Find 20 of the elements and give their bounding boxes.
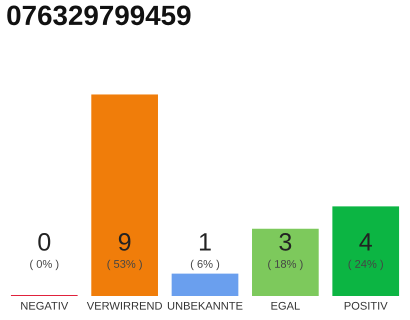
data-label: 9 [118,233,130,251]
annotation: ( 18% ) [268,260,303,270]
data-label: 0 [38,233,50,251]
x-tick-label: NEGATIV [21,302,68,310]
annotation: ( 24% ) [348,260,383,270]
chart-title: 076329799459 [7,6,191,26]
bar [172,274,238,296]
x-tick-label: POSITIV [344,302,388,310]
x-tick-label: UNBEKANNTE [168,302,242,310]
bar [252,228,319,296]
data-label: 1 [200,233,211,250]
data-label: 3 [279,233,292,251]
annotation: ( 53% ) [107,260,142,270]
bar [332,206,400,296]
x-tick-label: VERWIRREND [86,302,162,310]
x-tick-label: EGAL [271,302,300,310]
annotation: ( 0% ) [30,260,58,270]
data-label: 4 [359,233,372,250]
annotation: ( 6% ) [190,260,220,270]
bar [91,94,158,296]
